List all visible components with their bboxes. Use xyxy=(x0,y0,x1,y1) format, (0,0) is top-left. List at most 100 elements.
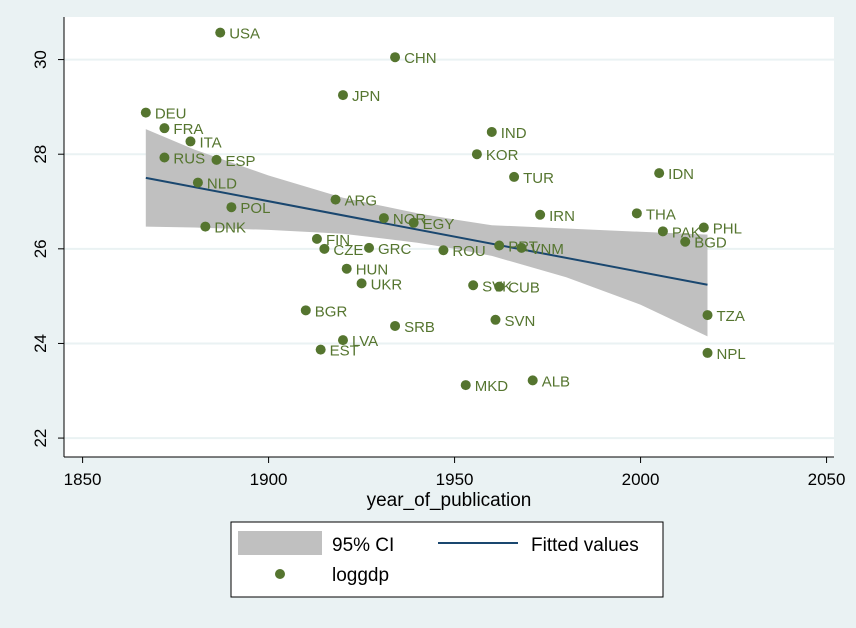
point-label-fra: FRA xyxy=(173,121,203,138)
point-rus xyxy=(159,152,170,163)
point-label-cub: CUB xyxy=(508,280,540,297)
point-egy xyxy=(408,217,419,228)
point-label-ukr: UKR xyxy=(371,276,403,293)
point-jpn xyxy=(337,90,348,101)
point-label-hun: HUN xyxy=(356,262,389,279)
point-nld xyxy=(192,177,203,188)
point-label-svn: SVN xyxy=(504,313,535,330)
point-label-arg: ARG xyxy=(345,193,378,210)
point-label-usa: USA xyxy=(229,26,260,43)
point-label-esp: ESP xyxy=(226,153,256,170)
point-label-grc: GRC xyxy=(378,241,412,258)
point-label-irn: IRN xyxy=(549,208,575,225)
point-label-lva: LVA xyxy=(352,333,378,350)
legend-fit-label: Fitted values xyxy=(531,535,639,556)
point-dnk xyxy=(200,221,211,232)
x-tick-label-2000: 2000 xyxy=(622,470,660,489)
point-fra xyxy=(159,123,170,134)
point-mkd xyxy=(460,380,471,391)
point-label-rou: ROU xyxy=(452,243,485,260)
point-label-npl: NPL xyxy=(717,346,746,363)
point-tur xyxy=(509,171,520,182)
point-bgr xyxy=(300,305,311,316)
point-label-rus: RUS xyxy=(173,151,205,168)
point-arg xyxy=(330,194,341,205)
point-label-bgr: BGR xyxy=(315,303,348,320)
point-label-nld: NLD xyxy=(207,176,237,193)
y-tick-label-22: 22 xyxy=(31,429,50,448)
point-label-tur: TUR xyxy=(523,170,554,187)
legend: 95% CI Fitted values loggdp xyxy=(230,521,664,598)
point-npl xyxy=(702,347,713,358)
legend-ci-label: 95% CI xyxy=(332,535,394,556)
point-bgd xyxy=(680,236,691,247)
point-label-alb: ALB xyxy=(542,373,570,390)
point-pol xyxy=(226,202,237,213)
point-label-bgd: BGD xyxy=(694,235,727,252)
x-tick-label-1950: 1950 xyxy=(436,470,474,489)
point-esp xyxy=(211,154,222,165)
point-label-est: EST xyxy=(330,343,359,360)
y-tick-label-28: 28 xyxy=(31,145,50,164)
point-vnm xyxy=(516,242,527,253)
point-label-ita: ITA xyxy=(199,134,221,151)
point-label-kor: KOR xyxy=(486,147,519,164)
point-lva xyxy=(337,335,348,346)
x-ticks: 1850 1900 1950 2000 2050 xyxy=(64,457,846,489)
point-label-chn: CHN xyxy=(404,50,437,67)
point-label-idn: IDN xyxy=(668,166,694,183)
point-chn xyxy=(390,52,401,63)
point-usa xyxy=(215,27,226,38)
x-tick-label-1850: 1850 xyxy=(64,470,102,489)
y-tick-label-26: 26 xyxy=(31,239,50,258)
point-label-vnm: VNM xyxy=(531,241,564,258)
point-label-fin: FIN xyxy=(326,232,350,249)
point-label-pol: POL xyxy=(240,200,270,217)
x-tick-label-1900: 1900 xyxy=(250,470,288,489)
point-label-deu: DEU xyxy=(155,106,187,123)
point-label-jpn: JPN xyxy=(352,88,380,105)
point-alb xyxy=(527,375,538,386)
x-tick-label-2050: 2050 xyxy=(808,470,846,489)
point-cze xyxy=(319,243,330,254)
point-irn xyxy=(535,209,546,220)
point-est xyxy=(315,344,326,355)
legend-point-swatch xyxy=(275,569,285,579)
point-pak xyxy=(657,226,668,237)
point-svk xyxy=(468,280,479,291)
point-ind xyxy=(486,126,497,137)
legend-ci-swatch xyxy=(238,531,322,555)
point-cub xyxy=(494,281,505,292)
point-fin xyxy=(311,233,322,244)
point-label-tza: TZA xyxy=(717,308,745,325)
point-ukr xyxy=(356,278,367,289)
x-axis-title: year_of_publication xyxy=(367,490,532,511)
point-label-dnk: DNK xyxy=(214,220,246,237)
point-svn xyxy=(490,314,501,325)
point-label-tha: THA xyxy=(646,206,676,223)
point-ita xyxy=(185,136,196,147)
point-kor xyxy=(471,149,482,160)
point-label-mkd: MKD xyxy=(475,378,509,395)
point-grc xyxy=(364,242,375,253)
point-label-pak: PAK xyxy=(672,224,701,241)
point-tza xyxy=(702,310,713,321)
point-phl xyxy=(698,222,709,233)
point-label-phl: PHL xyxy=(713,221,742,238)
y-tick-label-30: 30 xyxy=(31,50,50,69)
axes xyxy=(63,17,834,458)
ci-band xyxy=(145,129,708,337)
point-rou xyxy=(438,245,449,256)
point-label-srb: SRB xyxy=(404,319,435,336)
point-prt xyxy=(494,240,505,251)
point-srb xyxy=(390,320,401,331)
fitted-line xyxy=(145,176,708,286)
y-ticks: 22 24 26 28 30 xyxy=(31,50,64,448)
y-tick-label-24: 24 xyxy=(31,334,50,353)
point-tha xyxy=(631,208,642,219)
point-nor xyxy=(378,213,389,224)
point-hun xyxy=(341,263,352,274)
